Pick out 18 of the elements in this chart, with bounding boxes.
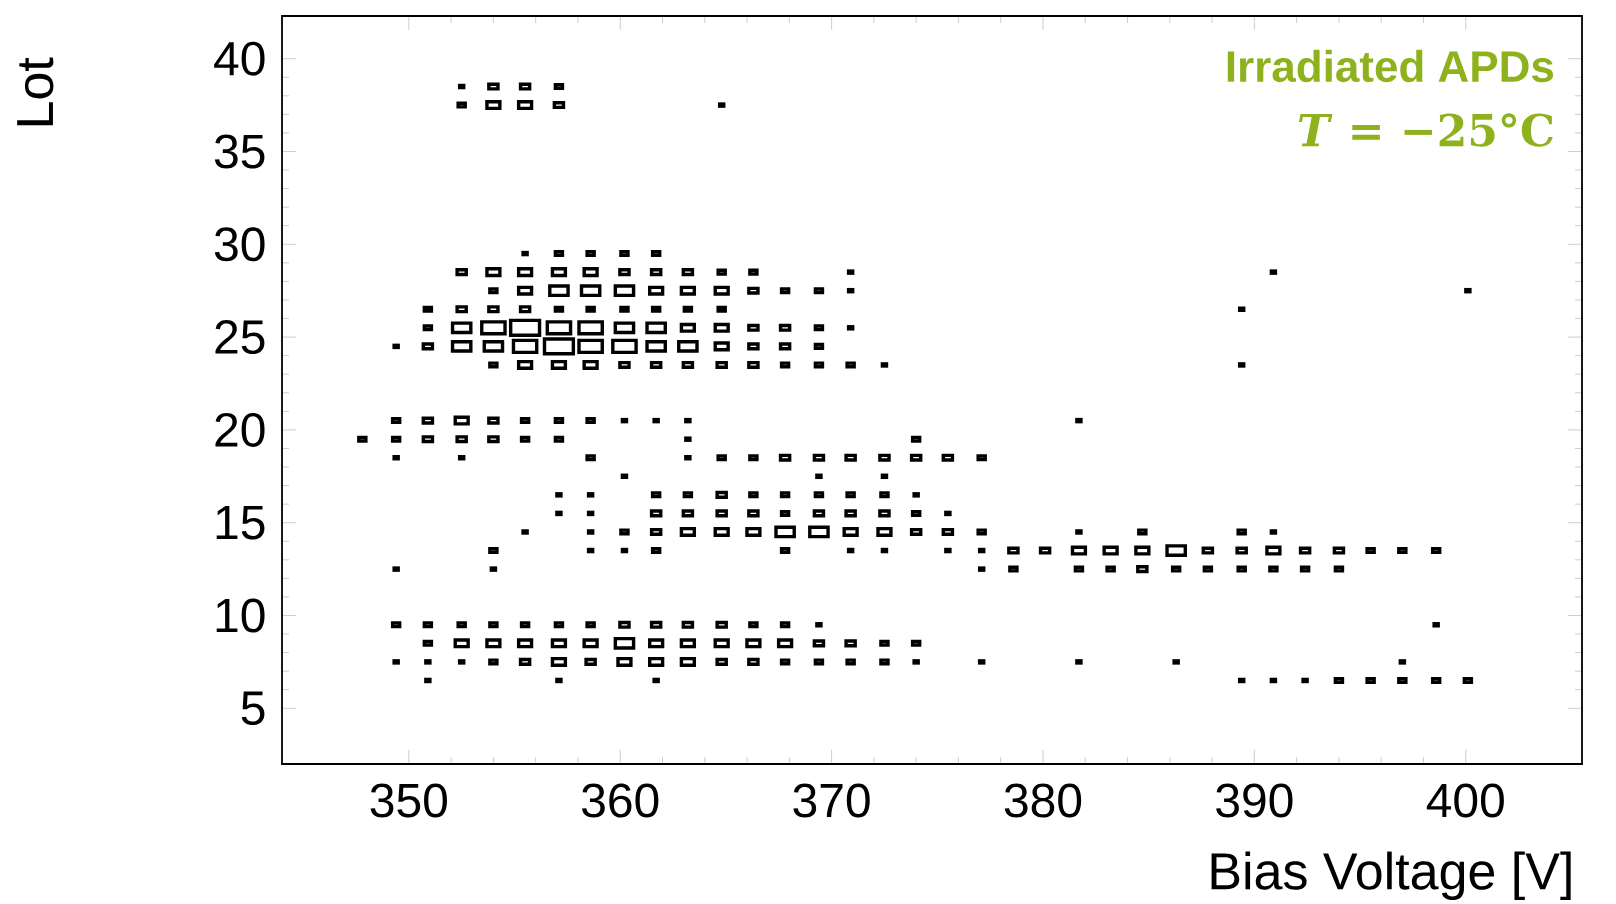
x-tick-label: 370: [793, 783, 870, 818]
y-tick-label: 10: [216, 598, 265, 633]
y-tick-label: 5: [241, 691, 265, 726]
y-tick-label: 20: [215, 412, 265, 447]
y-axis-title: Lot: [17, 57, 54, 126]
x-tick-label: 390: [1216, 783, 1293, 818]
y-tick-label: 25: [215, 320, 265, 355]
annotation: T = −25°C: [1298, 113, 1553, 147]
x-tick-label: 350: [370, 783, 447, 818]
annotation: Irradiated APDs: [1227, 49, 1554, 83]
y-tick-label: 40: [214, 41, 265, 76]
x-tick-label: 360: [582, 783, 659, 818]
y-tick-label: 30: [214, 227, 265, 262]
x-tick-label: 400: [1426, 783, 1504, 818]
x-axis-title: Bias Voltage [V]: [1211, 851, 1571, 901]
y-tick-label: 35: [214, 134, 265, 169]
y-tick-label: 15: [216, 505, 265, 540]
x-tick-label: 380: [1004, 783, 1082, 818]
